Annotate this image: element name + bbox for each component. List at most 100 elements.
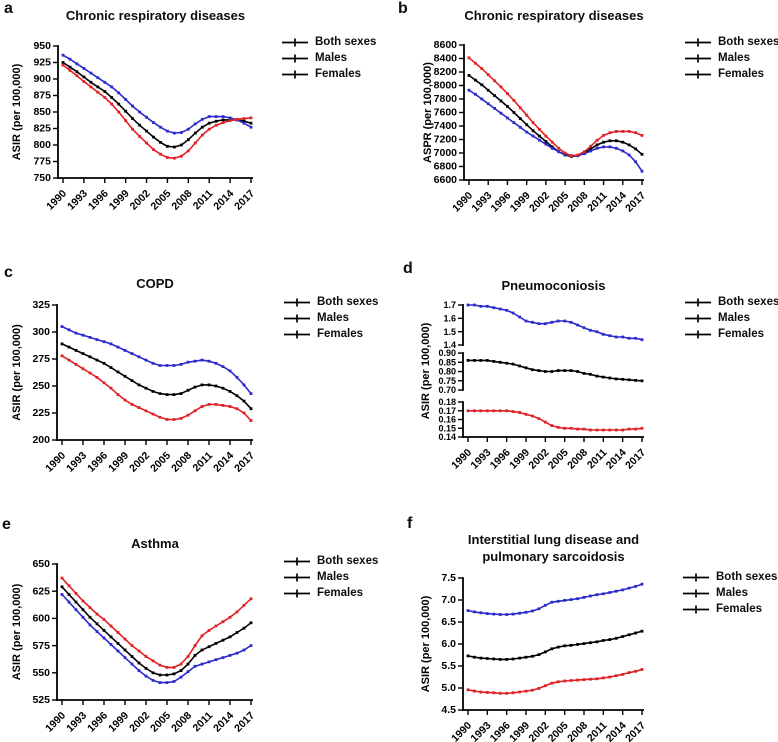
svg-text:6600: 6600	[434, 174, 458, 186]
svg-text:1993: 1993	[469, 190, 494, 215]
svg-text:6800: 6800	[434, 161, 458, 173]
legend-item-females: Females	[685, 328, 778, 340]
panel-letter-b: b	[398, 0, 408, 17]
svg-text:8200: 8200	[434, 66, 458, 78]
svg-text:1990: 1990	[449, 447, 474, 472]
svg-text:625: 625	[32, 585, 50, 597]
panel-d: d Pneumoconiosis ASIR (per 100,000) 1990 1…	[389, 240, 778, 490]
svg-text:575: 575	[32, 640, 50, 652]
svg-text:2014: 2014	[211, 710, 236, 735]
line-chart-f: ASIR (per 100,000)1990199319961999200220…	[420, 572, 648, 742]
legend-item-both-sexes: Both sexes	[282, 36, 376, 48]
line-chart-c: ASIR (per 100,000)1990199319961999200220…	[11, 299, 257, 475]
legend-line-marker-icon	[683, 605, 709, 614]
svg-text:2017: 2017	[623, 720, 648, 742]
svg-text:650: 650	[32, 558, 50, 570]
svg-text:1996: 1996	[489, 190, 514, 215]
legend-item-males: Males	[683, 587, 777, 599]
svg-text:2002: 2002	[127, 450, 152, 475]
legend-label: Both sexes	[716, 571, 778, 583]
chart-title-f: Interstitial lung disease and pulmonary …	[467, 532, 640, 564]
legend-item-females: Females	[284, 328, 378, 340]
svg-text:ASIR (per 100,000): ASIR (per 100,000)	[420, 595, 432, 692]
svg-text:250: 250	[32, 380, 50, 392]
legend-item-females: Females	[282, 68, 376, 80]
legend-item-males: Males	[284, 571, 378, 583]
legend-label: Both sexes	[317, 296, 379, 308]
svg-text:1999: 1999	[106, 710, 131, 735]
legend-line-marker-icon	[683, 589, 709, 598]
svg-text:7200: 7200	[434, 134, 458, 146]
svg-text:2017: 2017	[232, 188, 257, 213]
legend-line-marker-icon	[685, 330, 711, 339]
legend-label: Males	[315, 52, 347, 64]
svg-text:2005: 2005	[148, 450, 173, 475]
svg-text:1990: 1990	[43, 450, 68, 475]
svg-text:2011: 2011	[191, 710, 216, 735]
svg-text:225: 225	[32, 407, 50, 419]
svg-text:1999: 1999	[507, 447, 532, 472]
panel-letter-e: e	[2, 516, 11, 533]
legend-label: Males	[716, 587, 748, 599]
svg-text:2002: 2002	[127, 710, 152, 735]
legend-line-marker-icon	[685, 54, 711, 63]
svg-text:0.75: 0.75	[438, 376, 456, 386]
svg-text:0.14: 0.14	[438, 432, 456, 442]
svg-text:2005: 2005	[546, 190, 571, 215]
legend-item-both-sexes: Both sexes	[683, 571, 777, 583]
svg-text:1993: 1993	[65, 188, 90, 213]
svg-text:8600: 8600	[434, 39, 458, 51]
legend-a: Both sexes Males Females	[282, 36, 376, 84]
svg-text:2008: 2008	[169, 710, 194, 735]
svg-text:0.17: 0.17	[438, 406, 456, 416]
svg-text:ASIR (per 100,000): ASIR (per 100,000)	[11, 583, 23, 680]
svg-text:0.90: 0.90	[438, 348, 456, 358]
svg-text:325: 325	[32, 299, 50, 311]
svg-text:2008: 2008	[169, 450, 194, 475]
svg-text:875: 875	[33, 90, 51, 102]
svg-text:7.0: 7.0	[441, 594, 456, 606]
chart-title-d: Pneumoconiosis	[501, 278, 606, 293]
svg-text:1990: 1990	[43, 710, 68, 735]
svg-text:0.16: 0.16	[438, 415, 456, 425]
legend-line-marker-icon	[685, 314, 711, 323]
svg-text:1999: 1999	[508, 190, 533, 215]
svg-text:0.15: 0.15	[438, 423, 456, 433]
svg-text:4.5: 4.5	[441, 704, 456, 716]
svg-text:2008: 2008	[169, 188, 194, 213]
line-chart-a: ASIR (per 100,000)1990199319961999200220…	[11, 40, 257, 213]
legend-label: Females	[716, 603, 763, 615]
legend-label: Females	[317, 587, 364, 599]
svg-text:2014: 2014	[604, 447, 629, 472]
svg-text:1.4: 1.4	[443, 340, 456, 350]
panel-letter-f: f	[407, 515, 413, 532]
chart-title-b: Chronic respiratory diseases	[464, 8, 644, 23]
legend-f: Both sexes Males Females	[683, 571, 777, 619]
svg-text:525: 525	[32, 694, 50, 706]
svg-text:1993: 1993	[64, 710, 89, 735]
chart-title-c: COPD	[136, 276, 174, 291]
svg-text:7800: 7800	[434, 93, 458, 105]
svg-text:1996: 1996	[85, 450, 110, 475]
svg-text:900: 900	[33, 73, 51, 85]
svg-text:1.5: 1.5	[443, 327, 456, 337]
legend-line-marker-icon	[284, 589, 310, 598]
legend-label: Females	[718, 68, 765, 80]
legend-e: Both sexes Males Females	[284, 555, 378, 603]
legend-item-both-sexes: Both sexes	[685, 36, 778, 48]
legend-label: Males	[317, 571, 349, 583]
svg-text:750: 750	[33, 172, 51, 184]
legend-line-marker-icon	[685, 70, 711, 79]
legend-label: Females	[718, 328, 765, 340]
svg-text:1.7: 1.7	[443, 300, 456, 310]
panel-c: c COPD ASIR (per 100,000) 1990 1993 1996 199…	[0, 240, 389, 490]
legend-line-marker-icon	[284, 330, 310, 339]
svg-text:ASIR (per 100,000): ASIR (per 100,000)	[11, 324, 23, 421]
panel-a: a Chronic respiratory diseases ASIR (per…	[0, 0, 389, 240]
legend-item-males: Males	[685, 312, 778, 324]
legend-line-marker-icon	[685, 298, 711, 307]
svg-text:950: 950	[33, 40, 51, 52]
svg-text:ASIR (per 100,000): ASIR (per 100,000)	[420, 322, 432, 419]
svg-text:0.80: 0.80	[438, 367, 456, 377]
svg-text:1990: 1990	[450, 190, 475, 215]
